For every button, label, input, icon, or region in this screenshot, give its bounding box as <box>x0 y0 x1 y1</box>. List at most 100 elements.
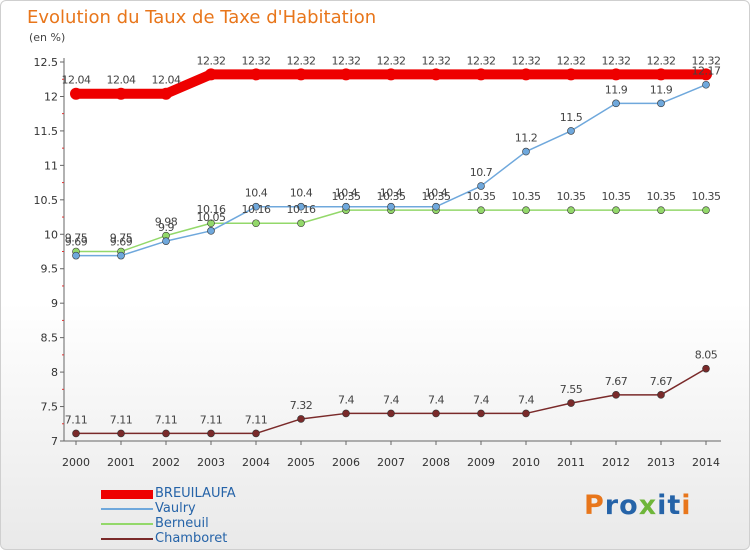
data-label-breuilaufa: 12.32 <box>197 54 226 67</box>
data-label-berneuil: 10.35 <box>467 190 496 203</box>
data-label-vaulry: 10.7 <box>470 166 493 179</box>
data-point-breuilaufa <box>430 68 442 81</box>
logo-letter: i <box>657 490 668 521</box>
data-point-vaulry <box>477 182 485 190</box>
data-point-vaulry <box>252 202 260 211</box>
data-point-vaulry <box>117 251 125 260</box>
data-point-breuilaufa <box>340 68 352 81</box>
data-point-vaulry <box>432 202 440 211</box>
legend-label: Berneuil <box>155 516 209 531</box>
data-label-berneuil: 10.35 <box>602 190 631 203</box>
data-point-vaulry <box>72 251 80 260</box>
data-label-chamboret: 7.11 <box>65 413 88 426</box>
data-point-chamboret <box>162 429 170 438</box>
data-point-vaulry <box>522 147 530 156</box>
data-point-chamboret <box>612 391 620 399</box>
data-point-chamboret <box>342 409 350 418</box>
data-label-breuilaufa: 12.32 <box>602 54 631 67</box>
y-tick-label: 7 <box>51 435 58 448</box>
chart-title: Evolution du Taux de Taxe d'Habitation <box>27 7 377 28</box>
x-tick-label: 2004 <box>242 456 270 469</box>
data-label-breuilaufa: 12.32 <box>692 54 721 67</box>
legend-label: BREUILAUFA <box>155 486 236 501</box>
data-label-berneuil: 10.35 <box>647 190 676 203</box>
legend-item-breuilaufa: BREUILAUFA <box>101 486 301 502</box>
data-label-vaulry: 9.9 <box>158 221 174 234</box>
data-point-chamboret <box>432 409 440 418</box>
data-label-vaulry: 9.69 <box>65 236 88 249</box>
data-label-breuilaufa: 12.32 <box>422 54 451 67</box>
data-point-breuilaufa <box>250 68 262 81</box>
data-point-vaulry <box>297 202 305 211</box>
data-label-breuilaufa: 12.04 <box>107 74 136 87</box>
legend-swatch <box>101 523 153 525</box>
data-label-chamboret: 7.67 <box>605 375 628 388</box>
data-point-berneuil <box>657 206 665 214</box>
data-label-breuilaufa: 12.32 <box>467 54 496 67</box>
data-label-vaulry: 11.9 <box>650 83 673 96</box>
data-label-chamboret: 7.11 <box>110 413 133 426</box>
legend-item-berneuil: Berneuil <box>101 516 301 532</box>
data-label-vaulry: 10.4 <box>335 187 358 200</box>
y-tick-label: 10 <box>44 228 58 241</box>
data-label-chamboret: 7.4 <box>518 393 534 406</box>
data-label-breuilaufa: 12.32 <box>287 54 316 67</box>
logo-letter: t <box>667 490 682 521</box>
data-point-breuilaufa <box>295 68 307 81</box>
data-label-vaulry: 10.4 <box>245 187 268 200</box>
data-label-berneuil: 10.35 <box>557 190 586 203</box>
data-label-breuilaufa: 12.32 <box>242 54 271 67</box>
y-tick-label: 12.5 <box>34 56 59 69</box>
x-tick-label: 2007 <box>377 456 405 469</box>
y-tick-label: 10.5 <box>34 194 59 207</box>
data-point-vaulry <box>612 99 620 108</box>
x-tick-label: 2012 <box>602 456 630 469</box>
x-tick-label: 2006 <box>332 456 360 469</box>
x-tick-label: 2013 <box>647 456 675 469</box>
data-point-breuilaufa <box>520 68 532 81</box>
x-tick-label: 2008 <box>422 456 450 469</box>
data-point-chamboret <box>477 409 485 418</box>
data-label-berneuil: 9.75 <box>110 232 133 245</box>
x-tick-label: 2005 <box>287 456 315 469</box>
legend-item-chamboret: Chamboret <box>101 531 301 547</box>
data-point-chamboret <box>657 391 665 399</box>
data-label-chamboret: 7.4 <box>338 393 354 406</box>
data-label-vaulry: 10.05 <box>197 211 226 224</box>
data-point-berneuil <box>297 219 305 228</box>
x-tick-label: 2003 <box>197 456 225 469</box>
data-label-breuilaufa: 12.04 <box>62 74 91 87</box>
data-point-chamboret <box>387 409 395 418</box>
x-tick-label: 2010 <box>512 456 540 469</box>
data-label-vaulry: 11.2 <box>515 132 538 145</box>
data-label-berneuil: 10.16 <box>287 203 316 216</box>
data-label-berneuil: 10.16 <box>242 203 271 216</box>
data-point-berneuil <box>252 219 260 228</box>
data-label-berneuil: 10.35 <box>512 190 541 203</box>
data-label-chamboret: 7.11 <box>245 413 268 426</box>
data-point-berneuil <box>612 206 620 214</box>
data-point-breuilaufa <box>610 68 622 81</box>
data-label-breuilaufa: 12.32 <box>332 54 361 67</box>
data-point-berneuil <box>207 219 215 228</box>
x-tick-label: 2001 <box>107 456 135 469</box>
data-point-berneuil <box>567 206 575 214</box>
logo-letter: r <box>604 490 620 521</box>
data-point-chamboret <box>252 429 260 438</box>
y-tick-label: 11 <box>44 159 58 172</box>
data-label-berneuil: 10.35 <box>332 190 361 203</box>
data-label-breuilaufa: 12.32 <box>512 54 541 67</box>
data-label-breuilaufa: 12.32 <box>557 54 586 67</box>
legend-item-vaulry: Vaulry <box>101 501 301 517</box>
data-point-berneuil <box>522 206 530 214</box>
data-label-chamboret: 7.11 <box>155 413 178 426</box>
data-label-berneuil: 9.98 <box>155 216 178 229</box>
y-tick-label: 9 <box>51 297 58 310</box>
data-point-vaulry <box>162 237 170 245</box>
data-label-berneuil: 9.75 <box>65 232 88 245</box>
x-tick-label: 2009 <box>467 456 495 469</box>
logo-letter: x <box>638 490 658 521</box>
data-label-vaulry: 9.69 <box>110 236 133 249</box>
data-point-vaulry <box>342 202 350 211</box>
data-point-breuilaufa <box>565 68 577 81</box>
